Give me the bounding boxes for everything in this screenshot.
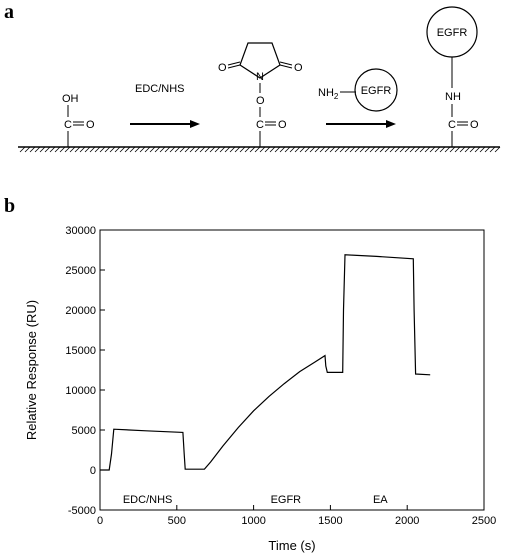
x-tick-label: 1000 (241, 515, 265, 527)
plot-frame (99, 229, 485, 511)
nhs-ester-group: O O N O C O (218, 42, 303, 147)
nhs-o-link: O (256, 95, 265, 107)
reaction-arrow-2 (326, 120, 396, 128)
phase-annotation: EA (373, 494, 388, 506)
phase-annotation: EGFR (271, 494, 302, 506)
panel-b-label: b (4, 195, 15, 217)
spr-sensorgram-chart: 0 500 1000 1500 2000 2500-5000050001000015000… (24, 225, 496, 553)
y-tick-label: 25000 (65, 265, 96, 277)
product-nh: NH (445, 91, 461, 103)
axis-ticks: 0 500 1000 1500 2000 2500-5000050001000015000… (65, 225, 496, 527)
step1-reagent-label: EDC/NHS (135, 83, 185, 95)
nhs-o-right: O (294, 62, 303, 74)
carboxyl-oh: OH (62, 93, 79, 105)
x-tick-label: 0 (97, 515, 103, 527)
egfr-circle-reactant (354, 68, 398, 112)
x-tick-label: 2500 (472, 515, 496, 527)
egfr-product-label: EGFR (437, 27, 468, 39)
product-o: O (470, 119, 479, 131)
nhs-o: O (278, 119, 287, 131)
amide-product: EGFR NH C O (426, 6, 479, 147)
y-tick-label: 0 (90, 465, 96, 477)
x-tick-label: 2000 (395, 515, 419, 527)
amine-label: NH2 (318, 87, 339, 101)
carboxyl-o: O (86, 119, 95, 131)
y-tick-label: 15000 (65, 345, 96, 357)
y-tick-label: -5000 (68, 505, 96, 517)
phase-annotation: EDC/NHS (123, 494, 173, 506)
product-c: C (448, 119, 456, 131)
y-tick-label: 10000 (65, 385, 96, 397)
panel-a-label: a (4, 1, 14, 23)
y-tick-label: 5000 (72, 425, 96, 437)
y-tick-label: 30000 (65, 225, 96, 237)
gold-surface (18, 146, 501, 153)
x-axis-label: Time (s) (268, 538, 315, 553)
nhs-o-left: O (218, 62, 227, 74)
carboxyl-group: OH C O (62, 93, 95, 147)
y-tick-label: 20000 (65, 305, 96, 317)
y-axis-label: Relative Response (RU) (24, 300, 39, 440)
egfr-reactant-label: EGFR (361, 85, 392, 97)
reaction-arrow-1 (130, 120, 200, 128)
egfr-amine-reactant: NH2 EGFR (318, 68, 398, 112)
nhs-n: N (256, 71, 264, 83)
carboxyl-c: C (64, 119, 72, 131)
nhs-c: C (256, 119, 264, 131)
series-line (100, 254, 431, 471)
x-tick-label: 500 (168, 515, 186, 527)
x-tick-label: 1500 (318, 515, 342, 527)
